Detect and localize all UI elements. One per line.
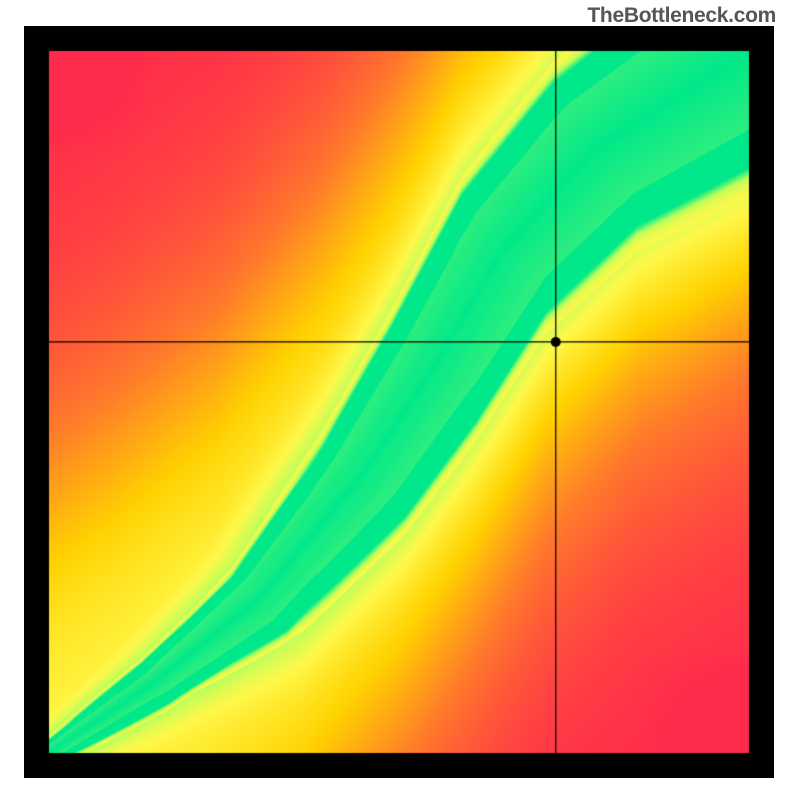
- heatmap-chart: [24, 26, 774, 778]
- watermark-text: TheBottleneck.com: [587, 4, 776, 28]
- root: TheBottleneck.com: [0, 0, 800, 800]
- heatmap-canvas: [24, 26, 774, 778]
